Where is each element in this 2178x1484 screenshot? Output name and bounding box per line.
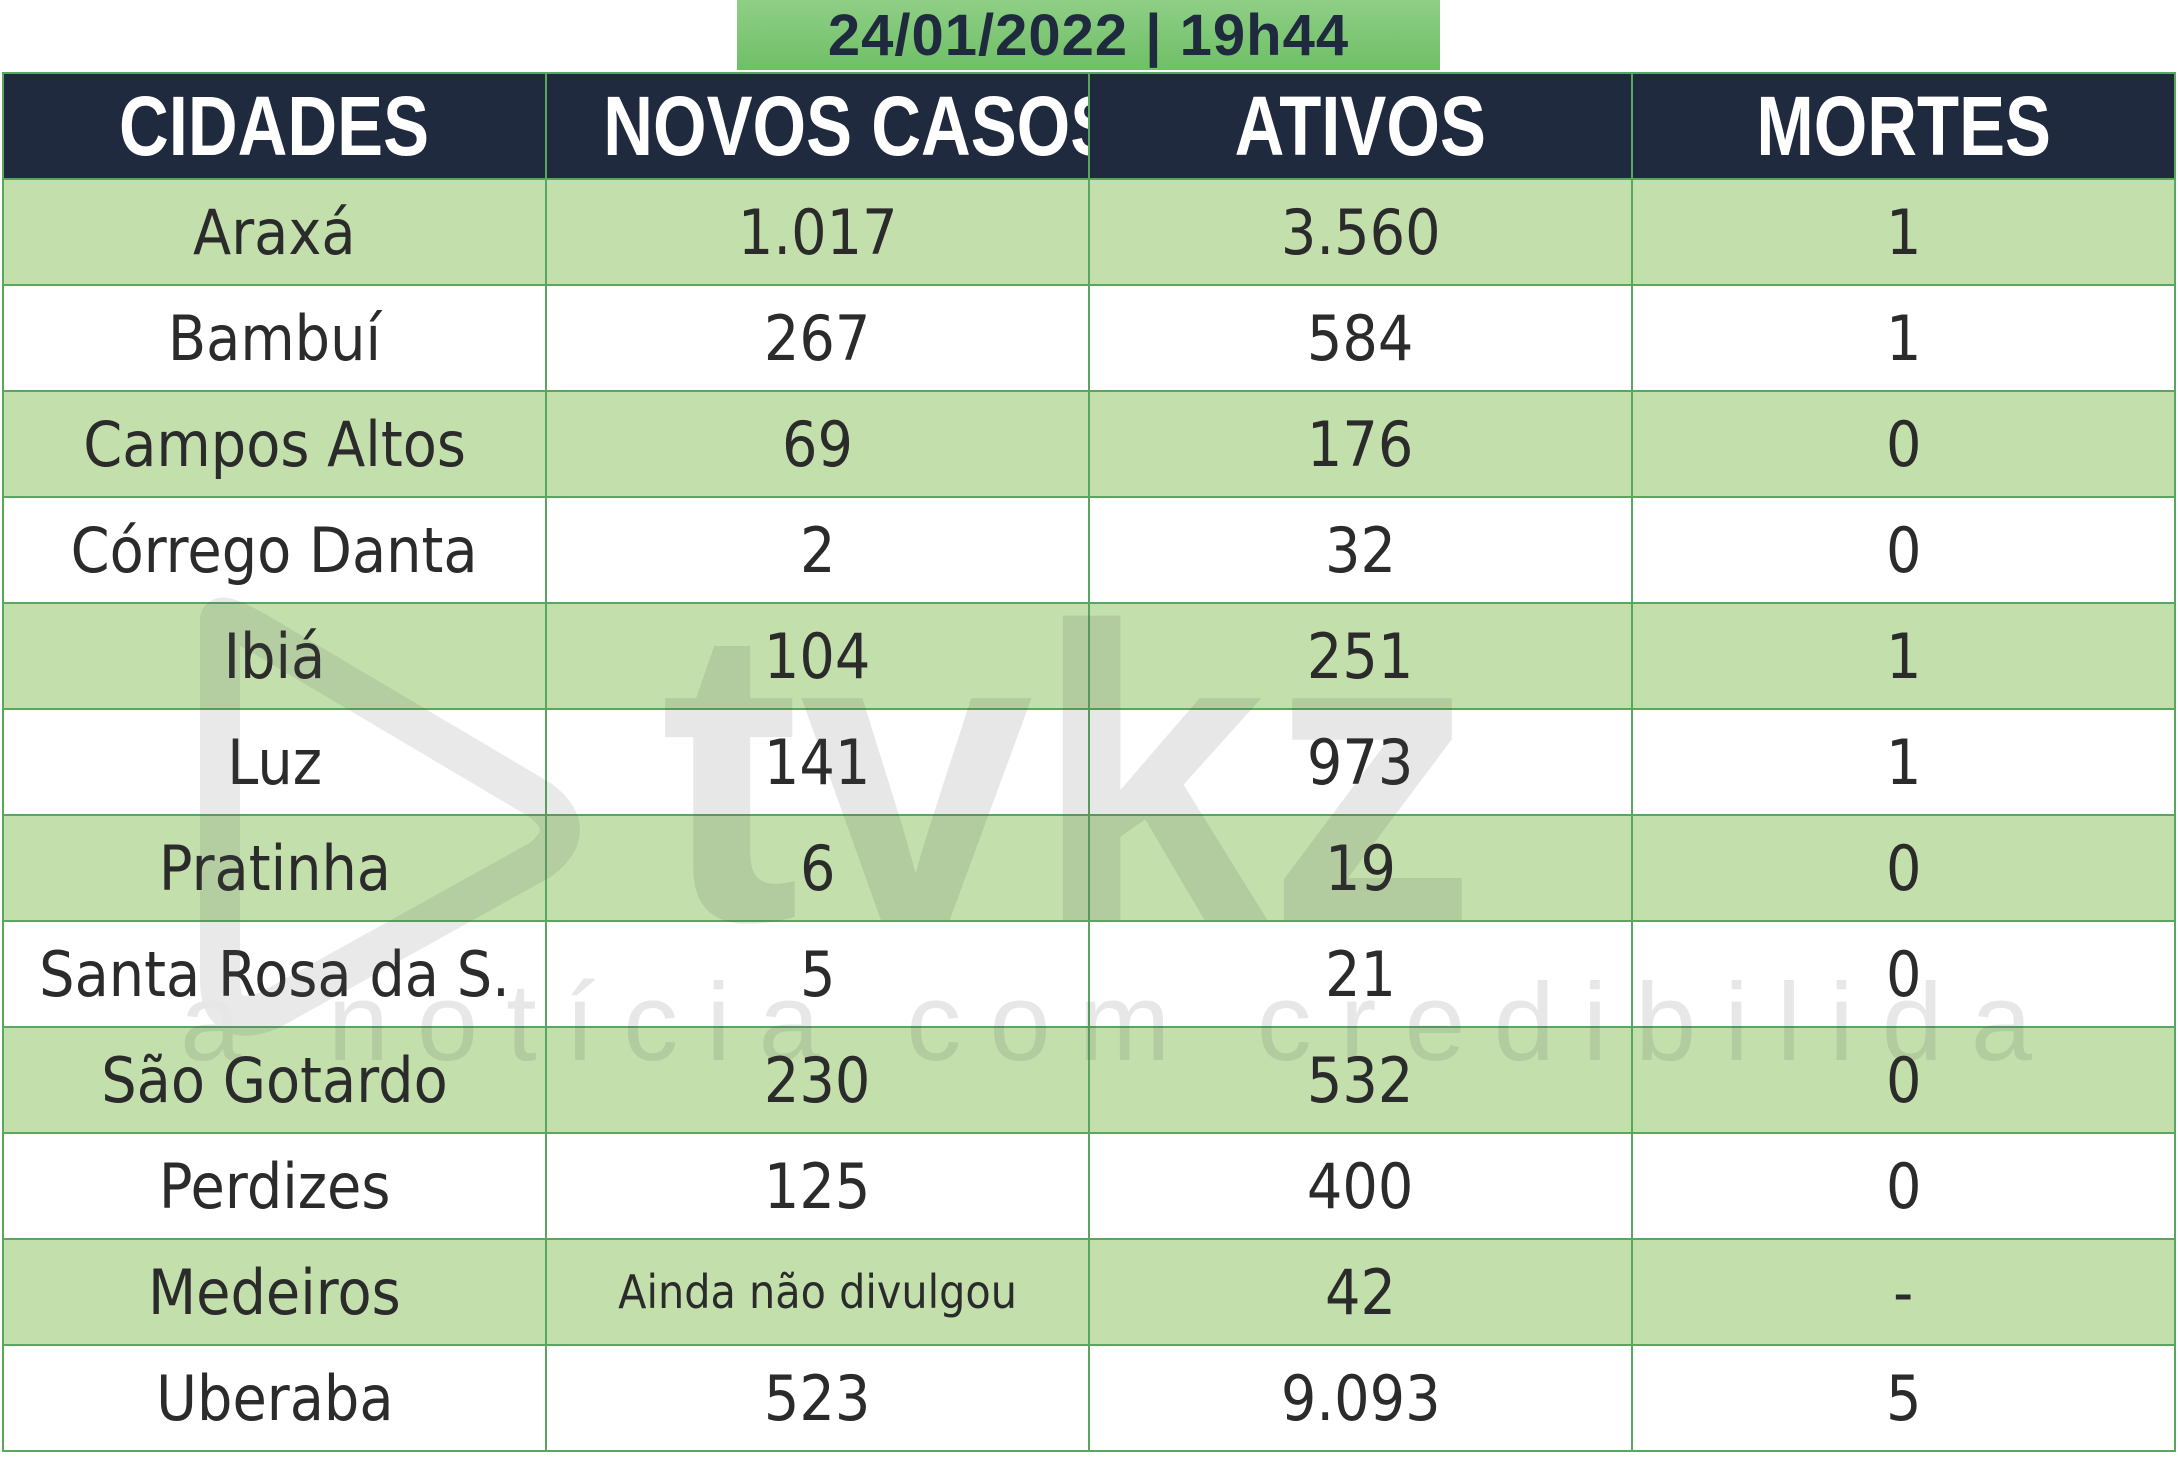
table-row: Pratinha 6 19 0 bbox=[2, 814, 2176, 922]
city-cell: Bambuí bbox=[2, 284, 547, 392]
table-row: Santa Rosa da S. 5 21 0 bbox=[2, 920, 2176, 1028]
column-header-cities: CIDADES bbox=[2, 72, 547, 180]
new-cases-cell: 6 bbox=[545, 814, 1090, 922]
active-cell: 19 bbox=[1088, 814, 1633, 922]
table-row: Medeiros Ainda não divulgou 42 - bbox=[2, 1238, 2176, 1346]
covid-table-container: CIDADES NOVOS CASOS ATIVOS MORTES Araxá … bbox=[2, 72, 2176, 1452]
deaths-cell: 0 bbox=[1631, 920, 2176, 1028]
new-cases-cell: 141 bbox=[545, 708, 1090, 816]
deaths-cell: 0 bbox=[1631, 1026, 2176, 1134]
city-cell: Santa Rosa da S. bbox=[2, 920, 547, 1028]
active-cell: 251 bbox=[1088, 602, 1633, 710]
table-row: Araxá 1.017 3.560 1 bbox=[2, 178, 2176, 286]
table-row: Campos Altos 69 176 0 bbox=[2, 390, 2176, 498]
city-cell: Campos Altos bbox=[2, 390, 547, 498]
deaths-cell: 0 bbox=[1631, 496, 2176, 604]
new-cases-cell: Ainda não divulgou bbox=[545, 1238, 1090, 1346]
table-row: São Gotardo 230 532 0 bbox=[2, 1026, 2176, 1134]
city-cell: Córrego Danta bbox=[2, 496, 547, 604]
deaths-cell: 1 bbox=[1631, 602, 2176, 710]
column-header-deaths: MORTES bbox=[1631, 72, 2176, 180]
active-cell: 21 bbox=[1088, 920, 1633, 1028]
active-cell: 3.560 bbox=[1088, 178, 1633, 286]
city-cell: Perdizes bbox=[2, 1132, 547, 1240]
new-cases-cell: 104 bbox=[545, 602, 1090, 710]
city-cell: Medeiros bbox=[2, 1238, 547, 1346]
city-cell: Pratinha bbox=[2, 814, 547, 922]
active-cell: 973 bbox=[1088, 708, 1633, 816]
deaths-cell: 1 bbox=[1631, 708, 2176, 816]
date-time-banner: 24/01/2022 | 19h44 bbox=[737, 0, 1440, 70]
deaths-cell: 5 bbox=[1631, 1344, 2176, 1452]
active-cell: 9.093 bbox=[1088, 1344, 1633, 1452]
active-cell: 532 bbox=[1088, 1026, 1633, 1134]
table-header-row: CIDADES NOVOS CASOS ATIVOS MORTES bbox=[2, 72, 2176, 180]
deaths-cell: - bbox=[1631, 1238, 2176, 1346]
deaths-cell: 0 bbox=[1631, 814, 2176, 922]
deaths-cell: 0 bbox=[1631, 390, 2176, 498]
new-cases-cell: 69 bbox=[545, 390, 1090, 498]
column-header-active: ATIVOS bbox=[1088, 72, 1633, 180]
deaths-cell: 1 bbox=[1631, 178, 2176, 286]
deaths-cell: 1 bbox=[1631, 284, 2176, 392]
active-cell: 32 bbox=[1088, 496, 1633, 604]
new-cases-cell: 523 bbox=[545, 1344, 1090, 1452]
new-cases-cell: 2 bbox=[545, 496, 1090, 604]
table-row: Perdizes 125 400 0 bbox=[2, 1132, 2176, 1240]
city-cell: São Gotardo bbox=[2, 1026, 547, 1134]
deaths-cell: 0 bbox=[1631, 1132, 2176, 1240]
active-cell: 584 bbox=[1088, 284, 1633, 392]
column-header-new-cases: NOVOS CASOS bbox=[545, 72, 1090, 180]
city-cell: Uberaba bbox=[2, 1344, 547, 1452]
active-cell: 176 bbox=[1088, 390, 1633, 498]
city-cell: Ibiá bbox=[2, 602, 547, 710]
table-row: Luz 141 973 1 bbox=[2, 708, 2176, 816]
city-cell: Araxá bbox=[2, 178, 547, 286]
new-cases-cell: 267 bbox=[545, 284, 1090, 392]
active-cell: 400 bbox=[1088, 1132, 1633, 1240]
table-row: Ibiá 104 251 1 bbox=[2, 602, 2176, 710]
city-cell: Luz bbox=[2, 708, 547, 816]
active-cell: 42 bbox=[1088, 1238, 1633, 1346]
new-cases-cell: 125 bbox=[545, 1132, 1090, 1240]
table-row: Uberaba 523 9.093 5 bbox=[2, 1344, 2176, 1452]
table-row: Córrego Danta 2 32 0 bbox=[2, 496, 2176, 604]
new-cases-cell: 1.017 bbox=[545, 178, 1090, 286]
table-row: Bambuí 267 584 1 bbox=[2, 284, 2176, 392]
new-cases-cell: 5 bbox=[545, 920, 1090, 1028]
new-cases-cell: 230 bbox=[545, 1026, 1090, 1134]
covid-cases-table: CIDADES NOVOS CASOS ATIVOS MORTES Araxá … bbox=[2, 72, 2176, 1452]
